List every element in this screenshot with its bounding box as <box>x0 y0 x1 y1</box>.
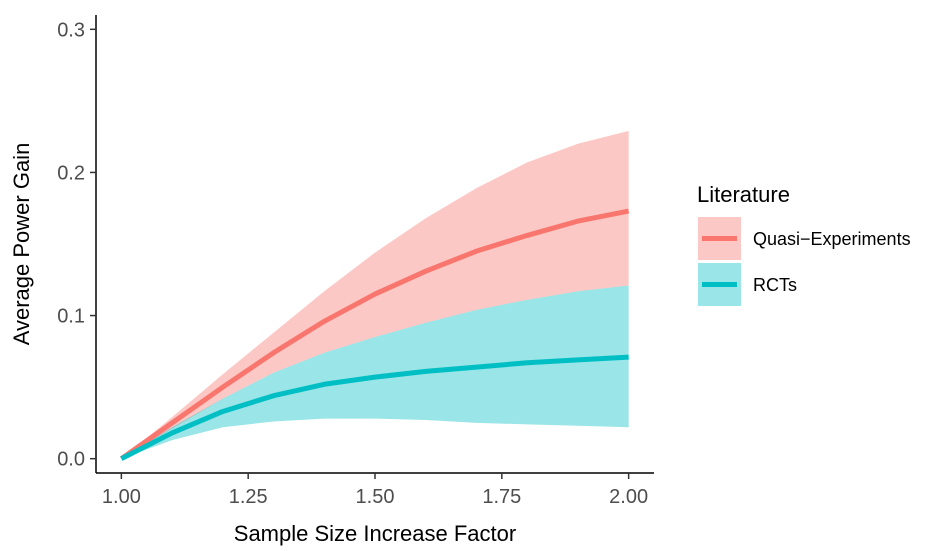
legend-items: Quasi−Experiments RCTs <box>698 217 911 306</box>
x-axis-ticks: 1.00 1.25 1.50 1.75 2.00 <box>102 473 648 508</box>
x-tick-label: 1.50 <box>356 486 395 508</box>
legend: Literature Quasi−Experiments RCTs <box>697 182 911 306</box>
series-line-quasi-experiments <box>119 208 630 461</box>
y-axis-title: Average Power Gain <box>9 143 34 346</box>
y-axis-ticks: 0.0 0.1 0.2 0.3 <box>57 19 96 471</box>
y-tick-label: 0.0 <box>57 449 85 471</box>
y-tick-label: 0.2 <box>57 162 85 184</box>
y-tick-label: 0.3 <box>57 19 85 41</box>
x-tick-label: 2.00 <box>609 486 648 508</box>
legend-label-quasi-experiments: Quasi−Experiments <box>753 229 911 249</box>
legend-label-rcts: RCTs <box>753 275 797 295</box>
series-line-rcts <box>120 354 629 461</box>
x-tick-label: 1.00 <box>102 486 141 508</box>
x-tick-label: 1.25 <box>229 486 268 508</box>
x-tick-label: 1.75 <box>482 486 521 508</box>
line-layer <box>119 208 630 461</box>
x-axis-title: Sample Size Increase Factor <box>234 521 516 546</box>
y-tick-label: 0.1 <box>57 306 85 328</box>
legend-title: Literature <box>697 182 790 207</box>
ribbon-rcts <box>121 285 629 459</box>
